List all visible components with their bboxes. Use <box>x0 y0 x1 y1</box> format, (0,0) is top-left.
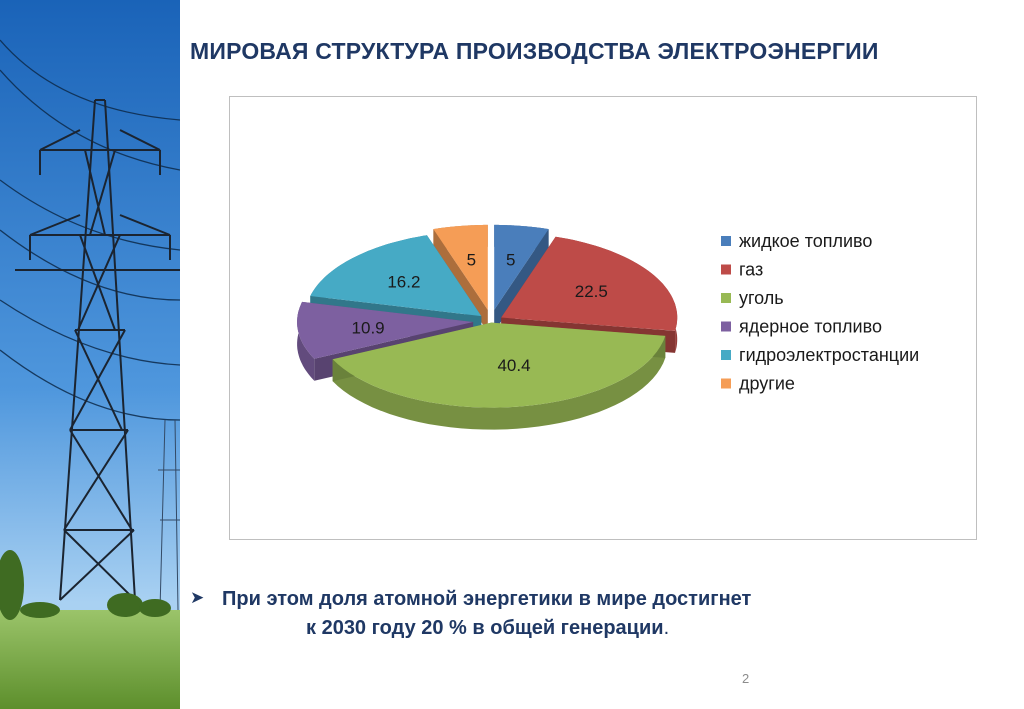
note-line-2-text: к 2030 году 20 % в общей генерации <box>306 617 664 639</box>
pie-slices <box>297 224 678 430</box>
legend-swatch-5 <box>721 350 731 360</box>
chart-legend: жидкое топливо газ уголь ядерное топливо гид… <box>721 231 919 394</box>
note-line-2-end: . <box>663 617 670 639</box>
legend-label-4: ядерное топливо <box>739 317 882 337</box>
data-label-6: 5 <box>467 251 476 270</box>
legend-label-6: другие <box>739 374 795 394</box>
legend-swatch-4 <box>721 321 731 332</box>
pie-slice-top-5 <box>310 235 482 317</box>
pie-slice-1 <box>494 224 549 332</box>
legend-label-5: гидроэлектростанции <box>739 345 919 365</box>
power-tower-photo <box>0 0 180 709</box>
data-label-1: 5 <box>506 251 515 270</box>
data-label-3: 40.4 <box>497 356 530 375</box>
pie-slice-top-4 <box>297 301 474 359</box>
pie-slice-side-3 <box>332 335 666 430</box>
pie-slice-top-3 <box>332 322 666 408</box>
legend-swatch-3 <box>721 293 731 303</box>
pie-slice-top-1 <box>494 224 549 310</box>
pie-chart: 5 5 16.2 22.5 10.9 40.4 жидкое топливо газ угол… <box>297 224 919 430</box>
slide-title: МИРОВАЯ СТРУКТУРА ПРОИЗВОДСТВА ЭЛЕКТРОЭН… <box>190 38 879 64</box>
note-line-1: При этом доля атомной энергетики в мире … <box>222 588 752 610</box>
page-number: 2 <box>742 671 750 686</box>
data-labels: 5 5 16.2 22.5 10.9 40.4 <box>352 251 608 376</box>
pie-slice-edge-1-2 <box>494 229 549 332</box>
pie-slice-top-6 <box>433 224 488 310</box>
chart-frame <box>229 96 977 540</box>
legend-swatch-6 <box>721 378 731 389</box>
pie-slice-top-2 <box>501 236 678 331</box>
note-line-2: к 2030 году 20 % в общей генерации. <box>306 617 669 640</box>
arrow-bullet-icon: ➤ <box>190 588 205 607</box>
pie-slice-3 <box>332 322 666 430</box>
legend-label-1: жидкое топливо <box>739 231 872 251</box>
data-label-2: 22.5 <box>575 282 608 301</box>
legend-label-2: газ <box>739 260 763 280</box>
legend-swatch-1 <box>721 236 731 246</box>
legend-label-3: уголь <box>739 288 784 308</box>
data-label-5: 16.2 <box>387 272 420 291</box>
legend-swatch-2 <box>721 264 731 275</box>
data-label-4: 10.9 <box>352 318 385 337</box>
